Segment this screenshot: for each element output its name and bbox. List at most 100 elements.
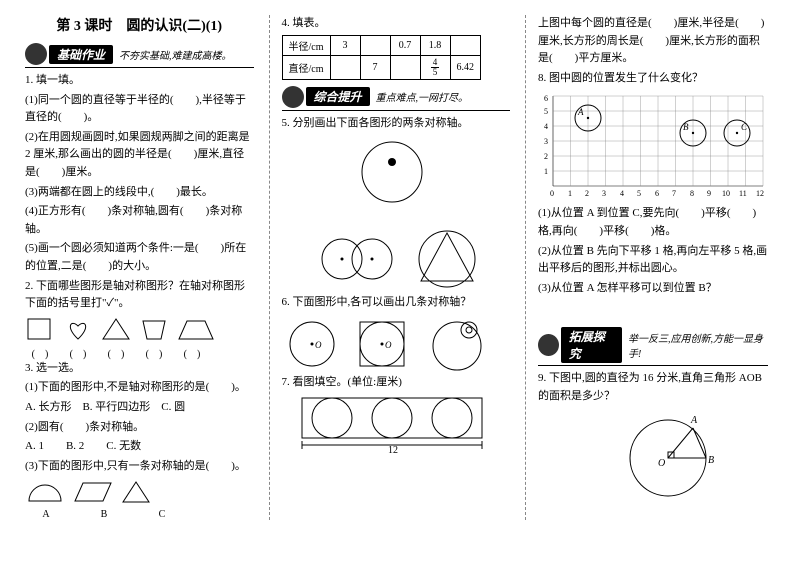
cell: 6.42	[450, 55, 481, 79]
paren: ( )	[101, 345, 131, 360]
cell	[450, 35, 481, 55]
svg-text:O: O	[658, 458, 665, 469]
svg-text:5: 5	[637, 189, 641, 198]
label-c: C	[147, 509, 177, 520]
shape-heart	[63, 317, 93, 341]
q3-2: (2)圆有( )条对称轴。	[25, 419, 254, 437]
ruler-12: 12	[388, 445, 398, 453]
section-comp-sub: 重点难点,一网打尽。	[376, 89, 469, 104]
label-b: B	[89, 509, 119, 520]
svg-text:9: 9	[707, 189, 711, 198]
shape-semicircle	[25, 479, 65, 505]
cell	[360, 35, 390, 55]
q2-shapes	[25, 317, 254, 341]
svg-text:B: B	[708, 455, 714, 466]
shape-triangle	[101, 317, 131, 341]
svg-text:B: B	[683, 122, 689, 132]
svg-text:11: 11	[739, 189, 747, 198]
q3-labels: A B C	[31, 509, 254, 520]
q3: 3. 选一选。	[25, 360, 254, 378]
svg-text:O: O	[315, 340, 322, 350]
svg-text:12: 12	[756, 189, 764, 198]
gear-icon	[282, 86, 304, 108]
shape-cup	[139, 317, 169, 341]
q1-1: (1)同一个圆的直径等于半径的( ),半径等于直径的( )。	[25, 92, 254, 127]
q4: 4. 填表。	[282, 15, 511, 33]
section-basic-sub: 不夯实基础,难建成高楼。	[119, 47, 232, 62]
svg-text:0: 0	[550, 189, 554, 198]
q1: 1. 填一填。	[25, 72, 254, 90]
shape-parallelogram	[73, 479, 113, 505]
q2-parens: ( ) ( ) ( ) ( ) ( )	[25, 345, 254, 360]
q8-2: (2)从位置 B 先向下平移 1 格,再向左平移 5 格,画出平移后的图形,并标…	[538, 243, 768, 278]
shape-square	[25, 317, 55, 341]
section-ext-label: 拓展探究	[561, 327, 622, 363]
svg-text:2: 2	[585, 189, 589, 198]
svg-text:2: 2	[544, 152, 548, 161]
svg-text:A: A	[690, 415, 698, 426]
section-comp-label: 综合提升	[306, 87, 370, 106]
cell: 0.7	[390, 35, 420, 55]
q1-2: (2)在用圆规画圆时,如果圆规两脚之间的距离是 2 厘米,那么画出的圆的半径是(…	[25, 129, 254, 182]
shape-triangle2	[121, 479, 151, 505]
paren: ( )	[25, 345, 55, 360]
shape-trapezoid	[177, 317, 215, 341]
q2: 2. 下面哪些图形是轴对称图形？在轴对称图形下面的括号里打"✓"。	[25, 278, 254, 313]
q5: 5. 分别画出下面各图形的两条对称轴。	[282, 115, 511, 133]
q6-figures: O O	[282, 314, 502, 374]
q4-table: 半径/cm 3 0.7 1.8 直径/cm 7 45 6.42	[282, 35, 482, 80]
q6: 6. 下面图形中,各可以画出几条对称轴？	[282, 294, 511, 312]
svg-text:O: O	[385, 340, 392, 350]
row-r-label: 半径/cm	[282, 35, 330, 55]
q8-grid: A B C 0 1 2 3 4 5 6 7 8 9 10 11 12 1	[538, 91, 768, 201]
q3-1: (1)下面的图形中,不是轴对称图形的是( )。	[25, 379, 254, 397]
q8-1: (1)从位置 A 到位置 C,要先向( )平移( )格,再向( )平移( )格。	[538, 205, 768, 240]
paren: ( )	[63, 345, 93, 360]
section-comp: 综合提升 重点难点,一网打尽。	[282, 86, 511, 111]
q3-shapes	[25, 479, 254, 505]
bulb-icon	[538, 334, 559, 356]
q8-3: (3)从位置 A 怎样平移可以到位置 B？	[538, 280, 768, 298]
svg-text:1: 1	[544, 167, 548, 176]
svg-text:6: 6	[544, 94, 548, 103]
section-ext: 拓展探究 举一反三,应用创新,方能一显身手!	[538, 327, 768, 366]
svg-text:4: 4	[544, 122, 548, 131]
svg-text:3: 3	[544, 137, 548, 146]
svg-text:3: 3	[602, 189, 606, 198]
cell: 1.8	[420, 35, 450, 55]
svg-text:A: A	[577, 107, 584, 117]
q8: 8. 图中圆的位置发生了什么变化？	[538, 70, 768, 88]
svg-text:C: C	[741, 122, 748, 132]
page-title: 第 3 课时 圆的认识(二)(1)	[25, 15, 254, 35]
paren: ( )	[177, 345, 207, 360]
svg-text:4: 4	[620, 189, 624, 198]
cell	[390, 55, 420, 79]
svg-text:8: 8	[690, 189, 694, 198]
svg-text:5: 5	[544, 107, 548, 116]
q1-5: (5)画一个圆必须知道两个条件:一是( )所在的位置,二是( )的大小。	[25, 240, 254, 275]
q7-figure: 12	[282, 393, 502, 453]
cell	[330, 55, 360, 79]
q9: 9. 下图中,圆的直径为 16 分米,直角三角形 AOB 的面积是多少？	[538, 370, 768, 405]
q9-figure: A O B	[618, 408, 738, 498]
svg-text:7: 7	[672, 189, 676, 198]
q7-text: 上图中每个圆的直径是( )厘米,半径是( )厘米,长方形的周长是( )厘米,长方…	[538, 15, 768, 68]
paren: ( )	[139, 345, 169, 360]
q1-3: (3)两端都在圆上的线段中,( )最长。	[25, 184, 254, 202]
cell: 7	[360, 55, 390, 79]
q3-3: (3)下面的图形中,只有一条对称轴的是( )。	[25, 458, 254, 476]
label-a: A	[31, 509, 61, 520]
section-basic: 基础作业 不夯实基础,难建成高楼。	[25, 43, 254, 68]
q3-1-opts: A. 长方形 B. 平行四边形 C. 圆	[25, 399, 254, 417]
q5-figures	[282, 134, 502, 294]
svg-text:6: 6	[655, 189, 659, 198]
star-icon	[25, 43, 47, 65]
svg-text:1: 1	[568, 189, 572, 198]
cell: 3	[330, 35, 360, 55]
row-d-label: 直径/cm	[282, 55, 330, 79]
q1-4: (4)正方形有( )条对称轴,圆有( )条对称轴。	[25, 203, 254, 238]
q7: 7. 看图填空。(单位:厘米)	[282, 374, 511, 392]
section-basic-label: 基础作业	[49, 45, 113, 64]
q3-2-opts: A. 1 B. 2 C. 无数	[25, 438, 254, 456]
section-ext-sub: 举一反三,应用创新,方能一显身手!	[628, 330, 768, 360]
